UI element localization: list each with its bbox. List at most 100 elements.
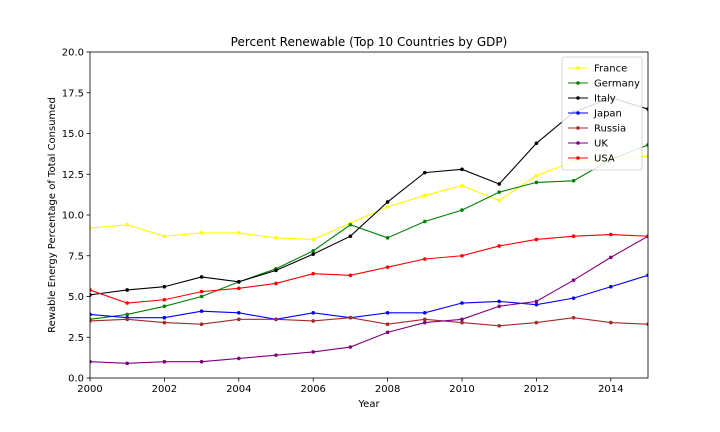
- data-point-russia: [497, 324, 502, 328]
- data-point-usa: [460, 253, 464, 258]
- data-point-germany: [646, 143, 648, 147]
- data-point-italy: [90, 293, 92, 297]
- data-point-russia: [571, 315, 576, 320]
- y-tick-label: 7.5: [68, 251, 84, 262]
- x-axis-label: Year: [357, 399, 380, 410]
- data-point-japan: [423, 311, 427, 315]
- data-point-uk: [534, 299, 539, 304]
- data-point-germany: [534, 180, 539, 185]
- data-point-uk: [237, 356, 241, 361]
- data-point-france: [237, 231, 241, 235]
- data-point-japan: [237, 311, 241, 315]
- chart-title: Percent Renewable (Top 10 Countries by G…: [231, 35, 508, 49]
- x-tick-label: 2012: [524, 384, 549, 395]
- series-line-japan: [90, 274, 648, 320]
- data-point-france: [497, 198, 502, 203]
- data-point-france: [311, 237, 316, 242]
- data-point-russia: [646, 322, 648, 327]
- legend-marker-france: [576, 66, 580, 70]
- legend-box: [561, 56, 643, 171]
- data-point-japan: [199, 309, 204, 313]
- data-point-russia: [609, 320, 613, 325]
- legend: France Germany Italy Japan Russia UK USA: [561, 56, 643, 171]
- data-point-italy: [423, 170, 427, 175]
- data-point-usa: [497, 244, 502, 248]
- data-point-italy: [646, 107, 648, 111]
- data-point-france: [646, 154, 648, 159]
- data-point-germany: [311, 249, 316, 253]
- legend-label-japan: Japan: [593, 109, 622, 120]
- data-point-uk: [199, 359, 204, 364]
- y-tick-label: 5.0: [68, 292, 84, 303]
- x-tick-label: 2014: [598, 384, 623, 395]
- data-point-france: [90, 226, 92, 230]
- data-point-italy: [237, 280, 241, 284]
- data-point-japan: [609, 284, 613, 289]
- x-tick-label: 2002: [152, 384, 177, 395]
- data-point-italy: [199, 275, 204, 279]
- data-point-germany: [460, 208, 464, 212]
- data-point-japan: [311, 311, 316, 315]
- data-point-france: [125, 222, 129, 227]
- legend-label-usa: USA: [594, 154, 615, 165]
- data-point-usa: [646, 234, 648, 238]
- data-point-germany: [162, 304, 167, 309]
- x-tick-label: 2010: [449, 384, 474, 395]
- data-point-japan: [90, 312, 92, 317]
- data-point-russia: [423, 317, 427, 322]
- data-point-italy: [497, 182, 502, 186]
- data-point-france: [274, 236, 278, 240]
- data-point-japan: [460, 301, 464, 305]
- data-point-uk: [274, 353, 278, 357]
- series-line-germany: [90, 144, 648, 320]
- data-point-uk: [571, 278, 576, 283]
- data-point-germany: [125, 312, 129, 317]
- data-point-france: [460, 183, 464, 188]
- data-point-russia: [90, 319, 92, 323]
- data-point-uk: [423, 320, 427, 325]
- data-point-russia: [125, 317, 129, 322]
- data-point-usa: [385, 265, 390, 269]
- y-tick-label: 17.5: [62, 88, 84, 99]
- x-tick-label: 2000: [77, 384, 102, 395]
- data-point-usa: [423, 257, 427, 261]
- data-point-italy: [274, 268, 278, 273]
- data-point-russia: [534, 320, 539, 325]
- data-point-uk: [162, 359, 167, 364]
- data-point-usa: [237, 286, 241, 291]
- data-point-russia: [274, 317, 278, 322]
- legend-marker-italy: [576, 96, 580, 100]
- data-point-uk: [348, 345, 353, 349]
- data-point-italy: [385, 200, 390, 204]
- data-point-italy: [125, 288, 129, 292]
- legend-marker-japan: [576, 111, 580, 115]
- legend-label-france: France: [594, 64, 627, 75]
- legend-label-uk: UK: [594, 139, 608, 150]
- y-tick-label: 20.0: [62, 48, 84, 59]
- data-point-italy: [348, 234, 353, 238]
- x-tick-label: 2008: [375, 384, 400, 395]
- data-point-uk: [460, 317, 464, 322]
- data-point-usa: [609, 232, 613, 237]
- data-point-italy: [311, 252, 316, 256]
- data-point-france: [534, 174, 539, 178]
- data-point-uk: [311, 350, 316, 354]
- data-point-uk: [90, 359, 92, 364]
- data-point-russia: [162, 320, 167, 325]
- data-point-italy: [460, 167, 464, 172]
- data-point-usa: [90, 288, 92, 292]
- y-tick-label: 10.0: [62, 211, 84, 222]
- data-point-uk: [609, 255, 613, 260]
- data-point-usa: [162, 297, 167, 302]
- data-point-italy: [534, 141, 539, 146]
- y-tick-label: 2.5: [68, 333, 84, 344]
- data-point-uk: [497, 304, 502, 309]
- data-point-germany: [423, 219, 427, 224]
- data-point-russia: [460, 320, 464, 325]
- data-point-russia: [348, 315, 353, 320]
- legend-marker-usa: [576, 156, 580, 160]
- series-line-usa: [90, 234, 648, 304]
- y-axis-label: Rewable Energy Percentage of Total Consu…: [47, 97, 58, 333]
- data-point-usa: [571, 234, 576, 238]
